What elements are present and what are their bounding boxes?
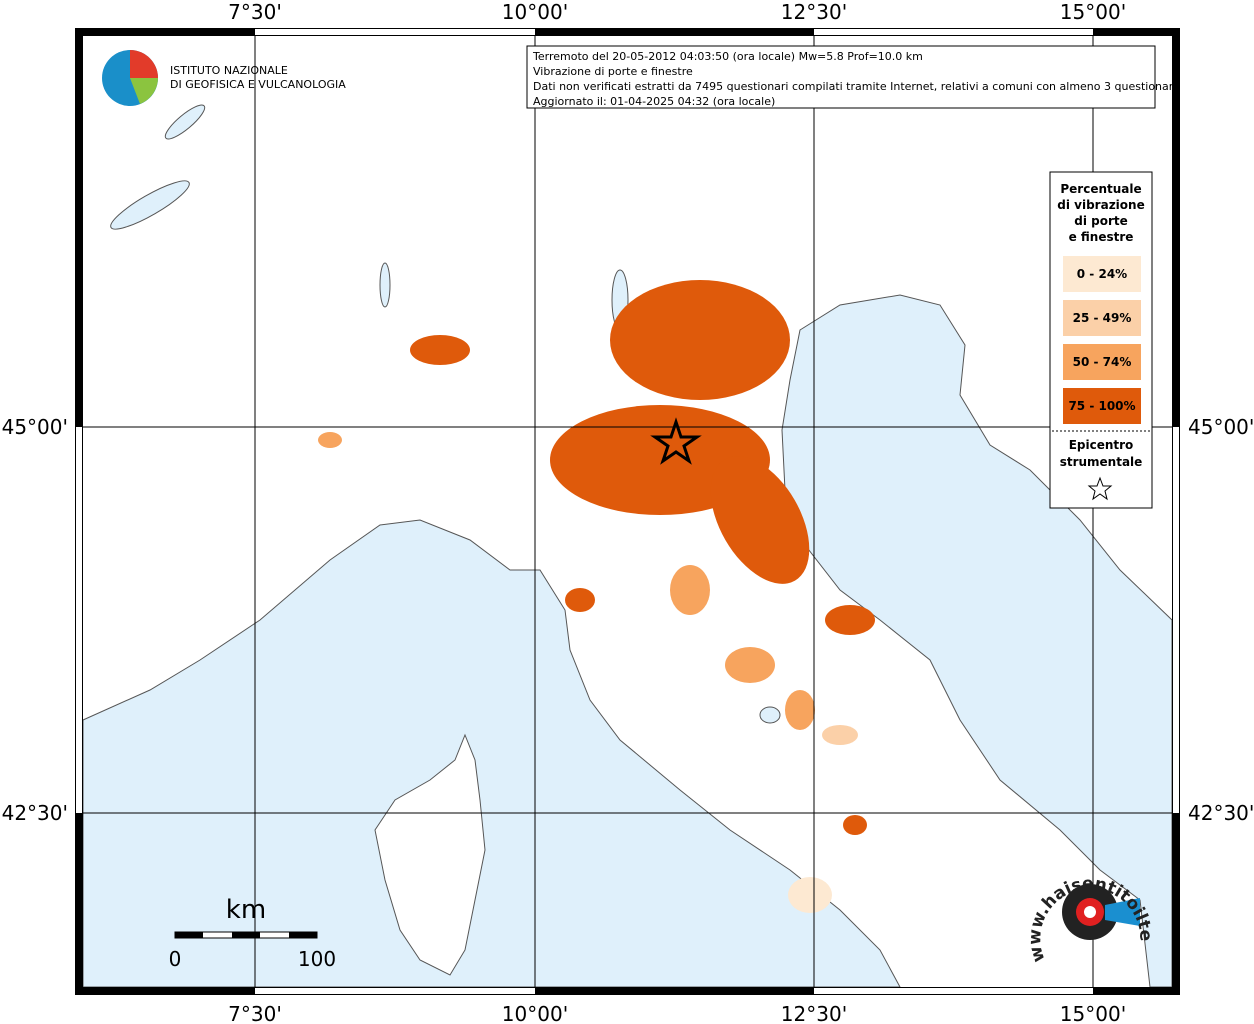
legend-title: di porte xyxy=(1074,214,1128,228)
graticule xyxy=(83,36,1172,987)
lat-label: 45°00' xyxy=(1188,415,1254,439)
lon-label: 15°00' xyxy=(1060,1002,1126,1024)
logo: ISTITUTO NAZIONALE DI GEOFISICA E VULCAN… xyxy=(102,50,346,106)
lat-label: 45°00' xyxy=(2,415,68,439)
legend-title: e finestre xyxy=(1069,230,1134,244)
lon-label: 7°30' xyxy=(228,0,282,24)
lon-label: 15°00' xyxy=(1060,0,1126,24)
legend-swatch xyxy=(1063,344,1141,380)
intensity-areas xyxy=(318,280,875,913)
legend-label: 75 - 100% xyxy=(1068,399,1135,413)
legend-box xyxy=(1049,171,1153,509)
info-line: Vibrazione di porte e finestre xyxy=(533,65,693,78)
legend-label: 25 - 49% xyxy=(1073,311,1132,325)
sea xyxy=(82,104,1173,988)
lon-label: 10°00' xyxy=(502,0,568,24)
info-line: Terremoto del 20-05-2012 04:03:50 (ora l… xyxy=(532,50,923,63)
corsica xyxy=(374,733,486,976)
logo-line: DI GEOFISICA E VULCANOLOGIA xyxy=(170,78,346,91)
scale-label: 0 xyxy=(169,947,182,971)
legend-swatch xyxy=(1063,300,1141,336)
legend-title: Percentuale xyxy=(1060,182,1141,196)
lat-label: 42°30' xyxy=(2,801,68,825)
lon-label: 12°30' xyxy=(781,0,847,24)
info-box xyxy=(526,45,1156,109)
info-line: Dati non verificati estratti da 7495 que… xyxy=(533,80,1180,93)
legend-label: 0 - 24% xyxy=(1077,267,1127,281)
info-line: Aggiornato il: 01-04-2025 04:32 (ora loc… xyxy=(533,95,775,108)
lat-label: 42°30' xyxy=(1188,801,1254,825)
legend-label: 50 - 74% xyxy=(1073,355,1132,369)
lon-label: 12°30' xyxy=(781,1002,847,1024)
scale-bar: km 0 100 xyxy=(169,895,336,971)
scale-unit: km xyxy=(226,895,266,925)
legend-title: di vibrazione xyxy=(1057,198,1144,212)
lon-label: 10°00' xyxy=(502,1002,568,1024)
legend-star xyxy=(1087,476,1113,501)
logo-line: ISTITUTO NAZIONALE xyxy=(170,64,288,77)
legend-epicenter: strumentale xyxy=(1060,455,1143,469)
legend-swatch xyxy=(1063,256,1141,292)
scale-label: 100 xyxy=(298,947,336,971)
legend-epicenter: Epicentro xyxy=(1069,438,1134,452)
legend-swatch xyxy=(1063,388,1141,424)
frame-ticks xyxy=(76,29,1179,994)
epicenter-star xyxy=(650,417,702,465)
lon-label: 7°30' xyxy=(228,1002,282,1024)
